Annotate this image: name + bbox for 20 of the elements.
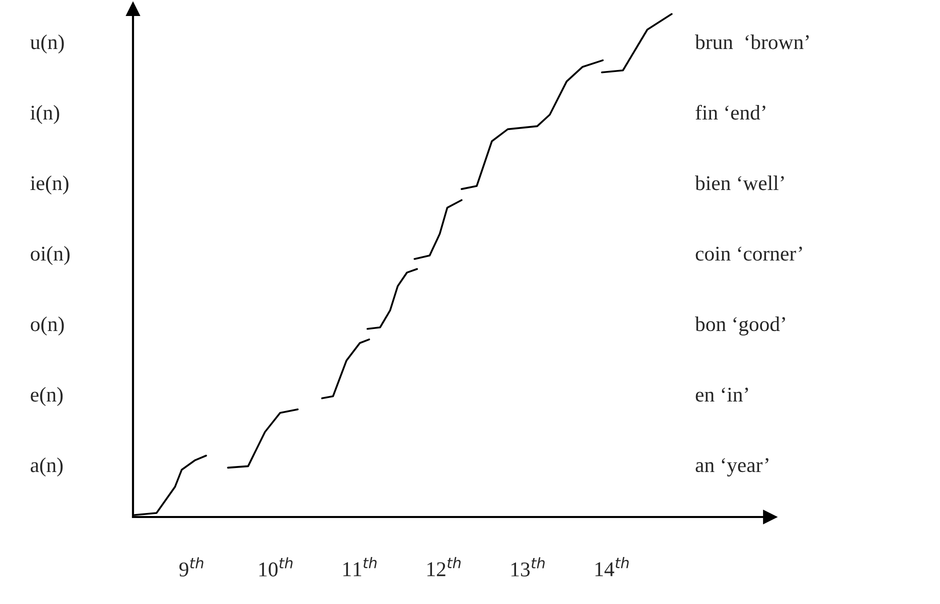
- x-tick-label: 9$^{th}$: [179, 557, 204, 576]
- x-tick-label: 10$^{th}$: [259, 557, 293, 576]
- text: i(n): [30, 105, 60, 124]
- text: o(n): [30, 316, 64, 336]
- x-tick-label: 14$^{th}$: [596, 557, 629, 576]
- text: u(n): [30, 34, 64, 54]
- x-tick-label: 13$^{th}$: [511, 557, 545, 576]
- x-tick-label: 12$^{th}$: [427, 557, 461, 576]
- annotation: fin ‘end’: [696, 104, 766, 120]
- annotation: bien ‘well’: [695, 176, 784, 190]
- text: oi(n): [30, 246, 70, 265]
- text: e(n): [30, 387, 63, 406]
- annotation: brun ‘brown’: [695, 34, 809, 50]
- annotation: en ‘in’: [696, 388, 748, 402]
- annotation: bon ‘good’: [695, 316, 785, 336]
- x-tick-label: 11$^{th}$: [343, 557, 377, 576]
- text: a(n): [30, 458, 63, 476]
- annotation: an ‘year’: [696, 458, 768, 476]
- annotation: coin ‘corner’: [696, 246, 802, 261]
- text: ie(n): [30, 176, 68, 194]
